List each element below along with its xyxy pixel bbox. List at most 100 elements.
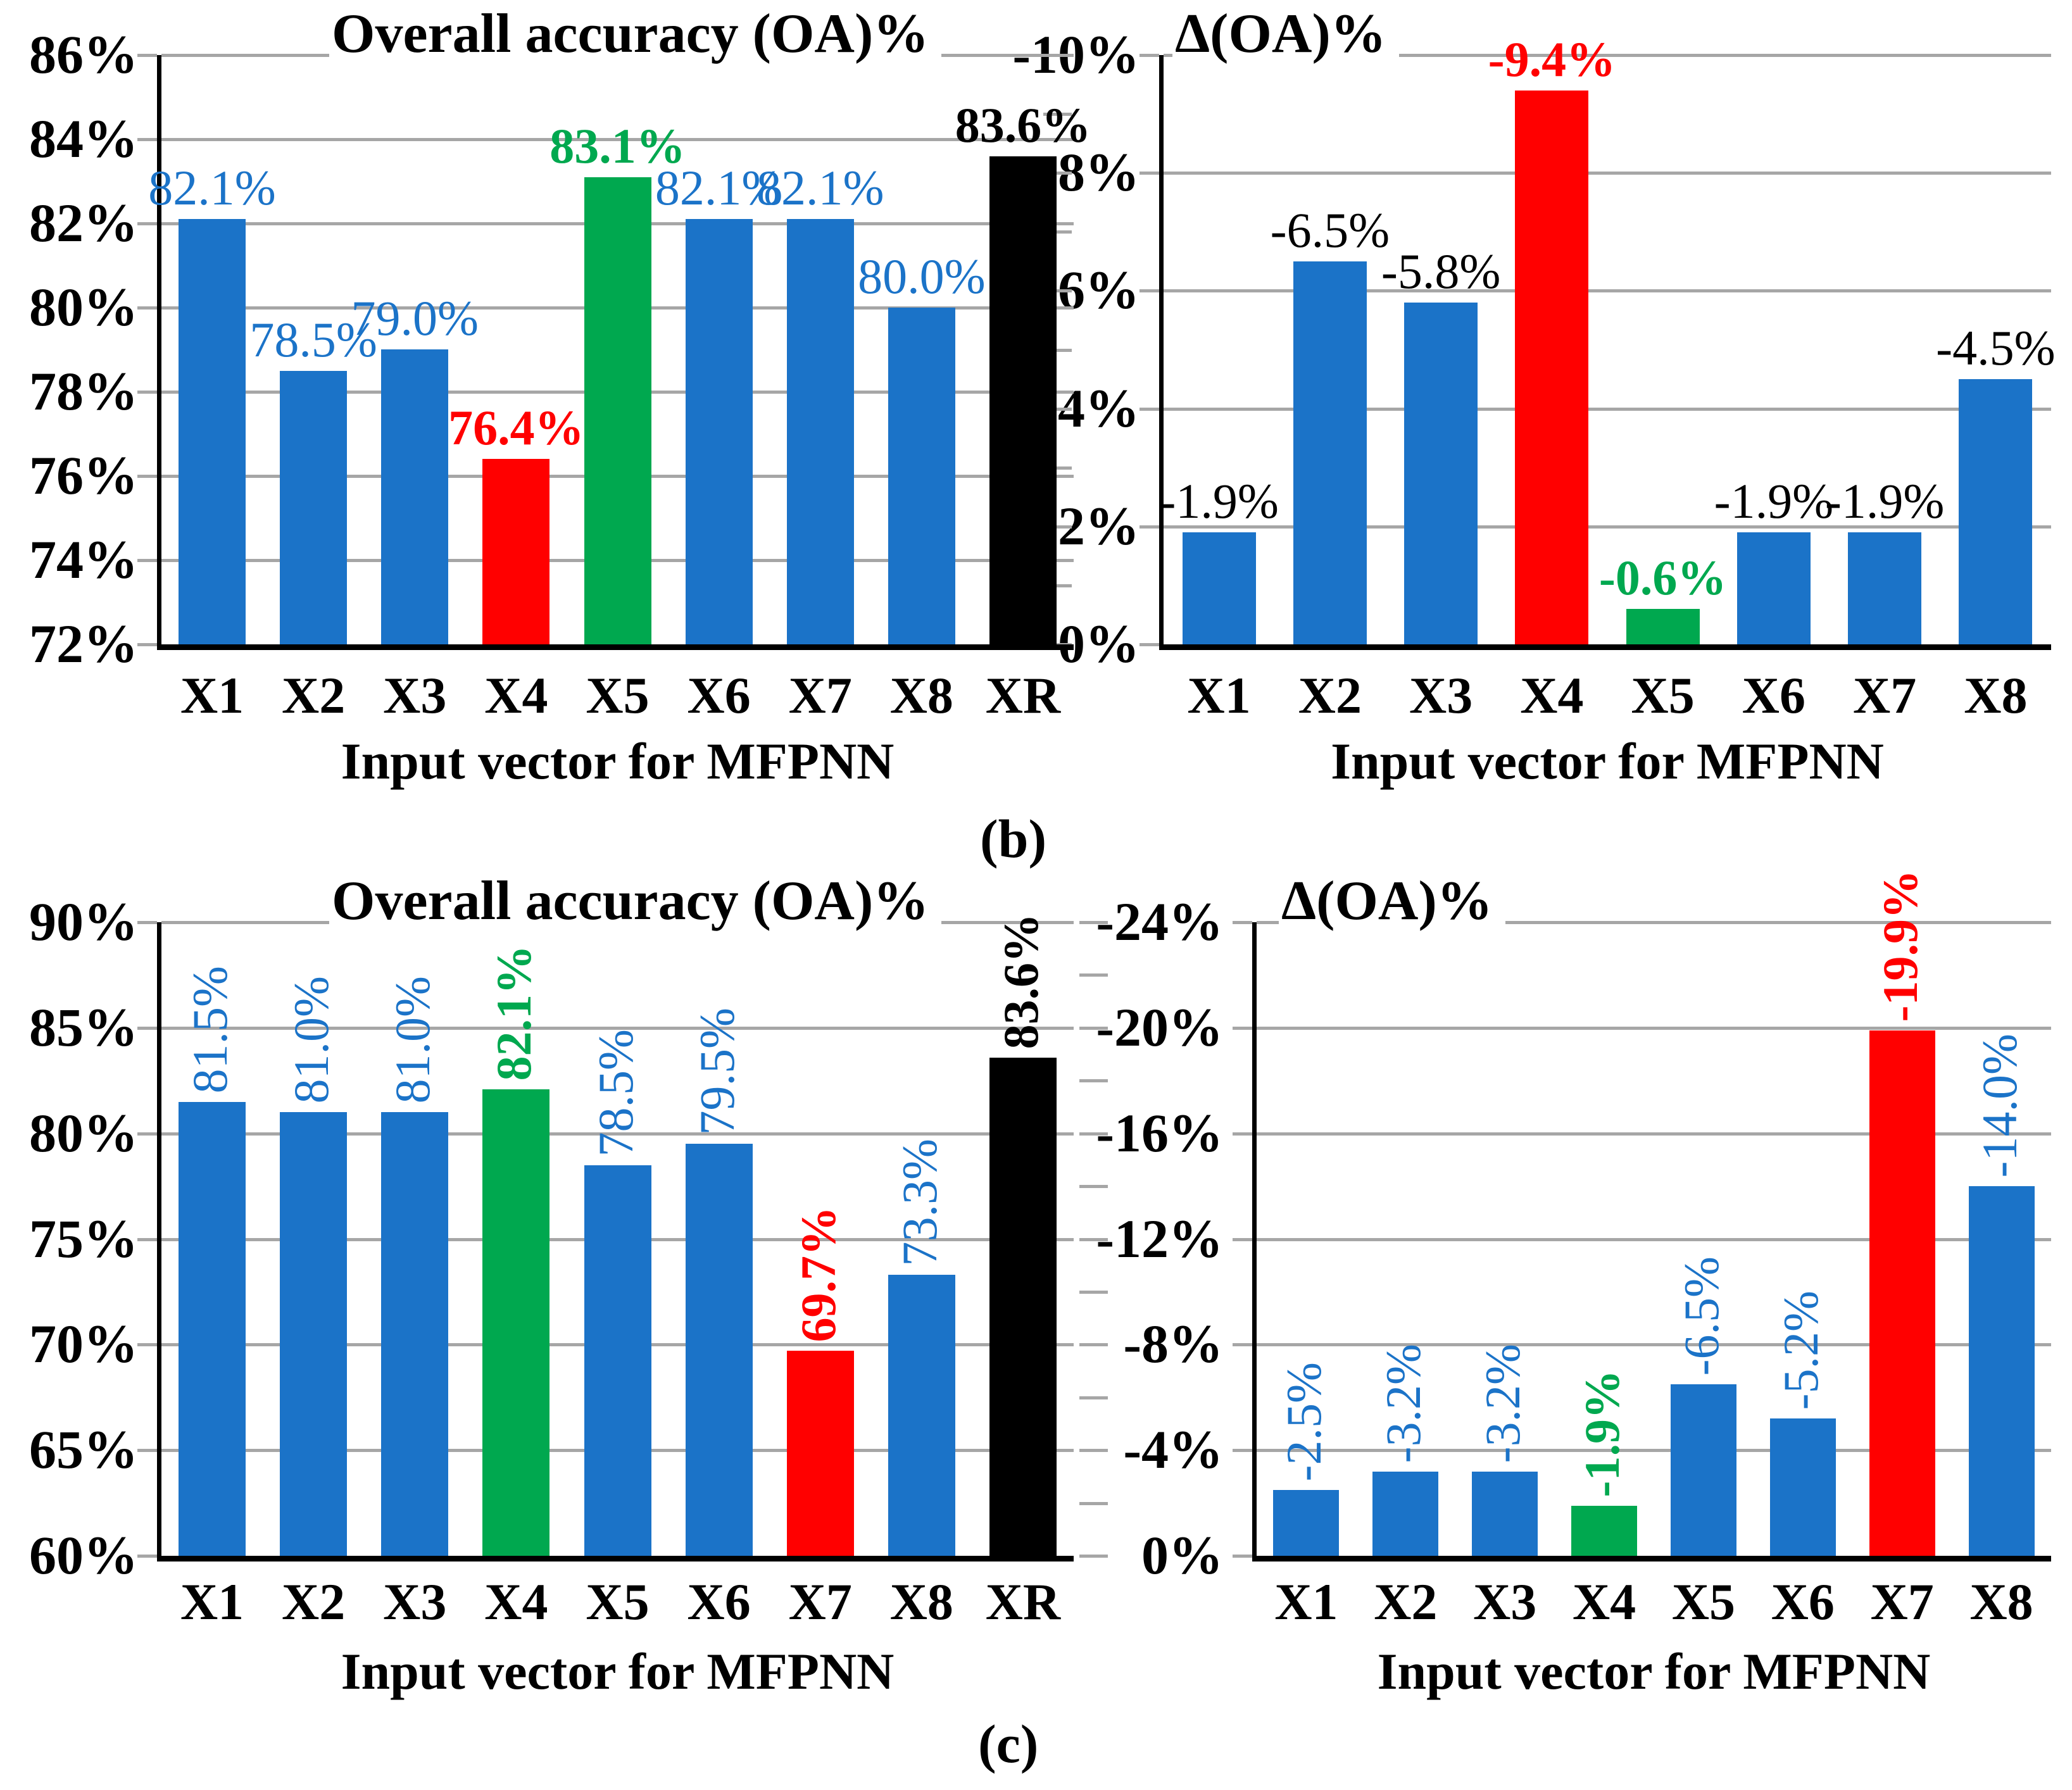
x-axis-category-label: X1 xyxy=(180,667,244,724)
bar-value-label: -2.5% xyxy=(1276,1361,1332,1481)
bar-value-label: 83.6% xyxy=(993,913,1048,1049)
y-axis-tick-label: 78% xyxy=(29,361,138,422)
y-axis-tick-mark xyxy=(1233,921,1252,924)
x-axis-category-label: XR xyxy=(985,667,1061,724)
y-axis-tick-mark xyxy=(1140,525,1159,529)
bar-value-label: 78.5% xyxy=(587,1029,643,1156)
y-axis-tick-mark xyxy=(1140,407,1159,411)
y-axis-tick-mark xyxy=(1233,1026,1252,1030)
bar-x3 xyxy=(381,1112,448,1556)
chart-title: Overall accuracy (OA)% xyxy=(329,3,942,69)
bar-x3 xyxy=(1472,1472,1538,1556)
gridline xyxy=(1164,54,2051,57)
y-axis-tick-mark xyxy=(137,475,157,478)
y-axis-minor-tick-mark xyxy=(1079,1237,1108,1241)
bar-value-label: -5.8% xyxy=(1381,244,1501,299)
y-axis-minor-tick-mark xyxy=(1079,1079,1108,1083)
gridline xyxy=(1257,1237,2051,1241)
panel-caption-c: (c) xyxy=(978,1713,1039,1774)
x-axis-category-label: X1 xyxy=(180,1573,244,1630)
y-axis-tick-mark xyxy=(1140,172,1159,175)
y-axis-tick-mark xyxy=(1233,1555,1252,1558)
bar-value-label: 83.1% xyxy=(549,118,686,173)
bar-value-label: 83.6% xyxy=(955,97,1091,153)
y-axis-tick-mark xyxy=(137,391,157,394)
y-axis-tick-mark xyxy=(137,1132,157,1136)
bar-value-label: 78.5% xyxy=(249,312,377,367)
x-axis-category-label: X2 xyxy=(282,667,346,724)
x-axis-category-label: X5 xyxy=(586,1573,650,1630)
y-axis-tick-label: 82% xyxy=(29,192,138,253)
y-axis-tick-label: 84% xyxy=(29,108,138,169)
y-axis-tick-label: -24% xyxy=(1096,891,1223,952)
bar-value-label: 82.1% xyxy=(486,944,542,1081)
x-axis-category-label: X6 xyxy=(687,667,751,724)
y-axis-tick-label: -20% xyxy=(1096,996,1223,1058)
bar-value-label: -5.2% xyxy=(1773,1290,1828,1410)
bar-value-label: -1.9% xyxy=(1574,1369,1630,1497)
y-axis-tick-mark xyxy=(1233,1343,1252,1347)
gridline xyxy=(1164,407,2051,411)
y-axis-tick-label: 80% xyxy=(29,277,138,337)
y-axis-tick-mark xyxy=(137,559,157,562)
gridline xyxy=(1257,1449,2051,1453)
x-axis-category-label: X8 xyxy=(1969,1573,2033,1630)
x-axis-category-label: X7 xyxy=(788,1573,852,1630)
bar-value-label: -0.6% xyxy=(1598,550,1727,605)
x-axis-category-label: X3 xyxy=(383,667,447,724)
x-axis-line xyxy=(157,1556,1074,1562)
gridline xyxy=(161,1026,1074,1030)
bar-value-label: -14.0% xyxy=(1971,1033,2027,1177)
x-axis-category-label: X4 xyxy=(484,1573,548,1630)
bar-x4 xyxy=(482,1089,549,1556)
y-axis-line xyxy=(157,922,161,1562)
y-axis-tick-label: 60% xyxy=(29,1525,138,1586)
y-axis-tick-mark xyxy=(137,643,157,646)
panel-caption-b: (b) xyxy=(980,808,1047,869)
x-axis-category-label: X1 xyxy=(1274,1573,1338,1630)
gridline xyxy=(1257,921,2051,924)
y-axis-tick-mark xyxy=(137,1555,157,1558)
x-axis-category-label: X7 xyxy=(1870,1573,1934,1630)
bar-x2 xyxy=(1372,1472,1438,1556)
bar-value-label: -3.2% xyxy=(1475,1343,1531,1463)
y-axis-tick-label: 76% xyxy=(29,445,138,506)
y-axis-minor-tick-mark xyxy=(1079,1449,1108,1453)
bar-x2 xyxy=(280,1112,347,1556)
y-axis-tick-label: 70% xyxy=(29,1313,138,1375)
bar-x4 xyxy=(1571,1506,1637,1556)
bar-value-label: -3.2% xyxy=(1376,1343,1431,1463)
y-axis-minor-tick-mark xyxy=(1079,1555,1108,1558)
y-axis-tick-label: -16% xyxy=(1096,1102,1223,1163)
bar-value-label: 80.0% xyxy=(858,249,986,304)
y-axis-tick-mark xyxy=(1140,289,1159,293)
y-axis-minor-tick-mark xyxy=(1043,407,1072,411)
x-axis-category-label: X2 xyxy=(282,1573,346,1630)
y-axis-tick-label: 86% xyxy=(29,24,138,85)
bar-x7 xyxy=(787,1351,854,1556)
y-axis-tick-mark xyxy=(1140,54,1159,57)
y-axis-tick-label: 72% xyxy=(29,613,138,674)
y-axis-minor-tick-mark xyxy=(1043,230,1072,234)
bar-x6 xyxy=(1770,1418,1836,1556)
y-axis-minor-tick-mark xyxy=(1079,1185,1108,1189)
gridline xyxy=(1164,289,2051,293)
bar-value-label: -1.9% xyxy=(1714,473,1834,529)
bar-value-label: -6.5% xyxy=(1673,1256,1729,1375)
y-axis-minor-tick-mark xyxy=(1043,525,1072,529)
bar-x2 xyxy=(280,371,347,644)
y-axis-minor-tick-mark xyxy=(1043,113,1072,116)
bar-x5 xyxy=(1671,1384,1736,1556)
y-axis-tick-mark xyxy=(1233,1449,1252,1453)
y-axis-tick-mark xyxy=(1233,1237,1252,1241)
bar-x8 xyxy=(1969,1186,2035,1556)
y-axis-tick-label: 80% xyxy=(29,1102,138,1163)
y-axis-minor-tick-mark xyxy=(1079,1396,1108,1399)
gridline xyxy=(161,1132,1074,1136)
y-axis-tick-label: 85% xyxy=(29,996,138,1058)
bar-x1 xyxy=(1273,1490,1339,1556)
bar-x1 xyxy=(179,219,246,644)
x-axis-category-label: X6 xyxy=(687,1573,751,1630)
